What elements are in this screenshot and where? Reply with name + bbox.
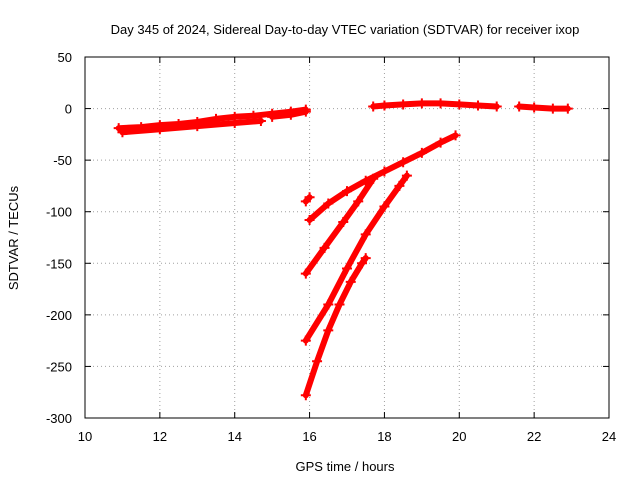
data-point xyxy=(300,268,311,279)
x-tick-label: 24 xyxy=(602,429,616,444)
data-point xyxy=(255,115,266,126)
data-point xyxy=(435,98,446,109)
y-tick-label: 50 xyxy=(58,50,72,65)
data-point xyxy=(312,356,323,367)
data-point xyxy=(338,217,349,228)
data-point xyxy=(323,325,334,336)
plot-frame xyxy=(84,56,610,419)
data-point xyxy=(356,258,367,269)
data-point xyxy=(562,103,573,114)
x-tick-label: 14 xyxy=(227,429,241,444)
data-point xyxy=(435,137,446,148)
chart-title: Day 345 of 2024, Sidereal Day-to-day VTE… xyxy=(111,22,580,37)
data-point xyxy=(300,106,311,117)
data-point xyxy=(353,196,364,207)
data-point xyxy=(360,253,371,264)
data-point xyxy=(342,186,352,197)
x-tick-label: 16 xyxy=(302,429,316,444)
data-point xyxy=(334,299,345,310)
data-point xyxy=(360,229,371,240)
data-point xyxy=(454,99,465,110)
y-tick-label: -50 xyxy=(53,153,72,168)
data-point xyxy=(192,121,203,132)
data-point xyxy=(394,180,405,191)
data-point xyxy=(473,100,483,111)
data-point xyxy=(300,390,311,401)
data-point xyxy=(491,101,502,112)
x-tick-label: 12 xyxy=(153,429,167,444)
y-tick-label: -250 xyxy=(46,359,72,374)
data-point xyxy=(229,118,240,129)
x-tick-label: 18 xyxy=(377,429,391,444)
data-point xyxy=(379,201,390,212)
data-point xyxy=(267,111,278,122)
data-point xyxy=(323,299,334,310)
y-tick-label: -150 xyxy=(46,256,72,271)
data-point xyxy=(300,335,311,346)
data-point xyxy=(345,276,356,287)
data-point xyxy=(398,99,409,110)
data-point xyxy=(547,103,558,114)
y-tick-label: -300 xyxy=(46,411,72,426)
data-points xyxy=(113,98,573,401)
grid xyxy=(85,57,609,418)
data-point xyxy=(304,214,315,225)
data-point xyxy=(323,198,334,209)
data-point xyxy=(379,166,390,177)
y-tick-label: 0 xyxy=(65,102,72,117)
data-point xyxy=(398,157,409,168)
x-axis: 10 12 14 16 18 20 22 24 xyxy=(78,57,616,444)
data-point xyxy=(401,170,412,181)
y-tick-label: -100 xyxy=(46,205,72,220)
data-point xyxy=(319,242,330,253)
data-point xyxy=(416,147,427,158)
data-point xyxy=(285,109,296,120)
x-tick-label: 10 xyxy=(78,429,92,444)
y-axis-label: SDTVAR / TECUs xyxy=(6,185,21,290)
y-tick-label: -200 xyxy=(46,308,72,323)
x-tick-label: 20 xyxy=(452,429,466,444)
data-point xyxy=(368,101,379,112)
data-point xyxy=(154,124,165,135)
y-axis: 50 0 -50 -100 -150 -200 -250 -300 xyxy=(46,50,609,426)
data-point xyxy=(379,100,390,111)
data-point xyxy=(450,130,461,141)
data-point xyxy=(342,263,352,274)
x-tick-label: 22 xyxy=(527,429,541,444)
data-point xyxy=(529,102,540,113)
data-point xyxy=(416,98,427,109)
x-axis-label: GPS time / hours xyxy=(296,459,395,474)
data-point xyxy=(117,127,128,138)
data-point xyxy=(304,192,315,203)
data-track xyxy=(516,103,571,112)
data-point xyxy=(514,101,525,112)
data-point xyxy=(368,173,379,184)
